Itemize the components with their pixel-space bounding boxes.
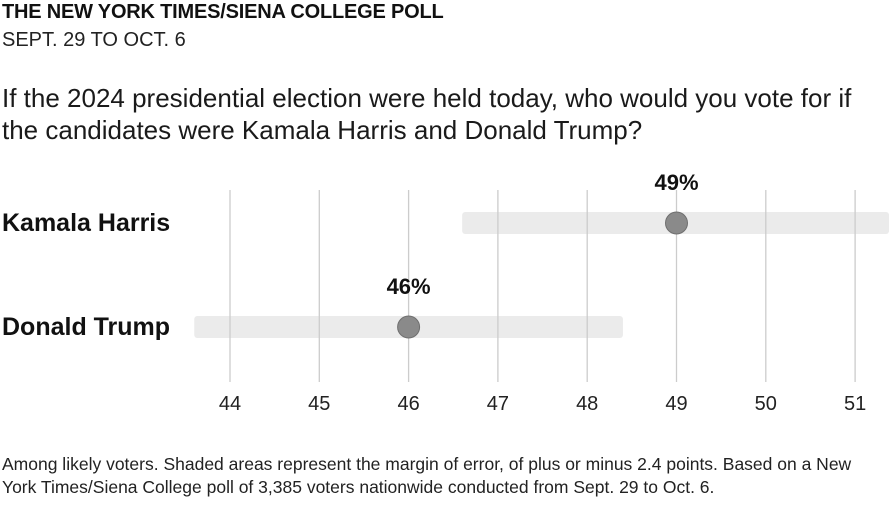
x-tick-label: 50 [755, 393, 777, 415]
poll-dates: SEPT. 29 TO OCT. 6 [2, 29, 186, 51]
poll-value-label: 46% [387, 274, 431, 299]
x-tick-label: 46 [397, 393, 419, 415]
poll-title: THE NEW YORK TIMES/SIENA COLLEGE POLL [2, 1, 444, 23]
chart-marks: Kamala Harris 49% Donald Trump 46% [2, 170, 699, 341]
x-tick-label: 51 [844, 393, 866, 415]
poll-value-label: 49% [654, 170, 698, 195]
x-tick-label: 45 [308, 393, 330, 415]
poll-chart: 44 45 46 47 48 49 50 51 Kamala Harris 49% Donald … [2, 170, 889, 415]
x-tick-label: 44 [219, 393, 241, 415]
x-axis-ticks: 44 45 46 47 48 49 50 51 [219, 393, 866, 415]
candidate-name: Kamala Harris [2, 209, 170, 237]
x-tick-label: 49 [665, 393, 687, 415]
candidate-name: Donald Trump [2, 313, 170, 341]
candidate-rows [194, 212, 889, 338]
poll-value-dot [665, 211, 688, 235]
x-tick-label: 47 [487, 393, 509, 415]
chart-notes: Among likely voters. Shaded areas repres… [2, 454, 852, 497]
poll-question: If the 2024 presidential election were h… [2, 83, 852, 145]
x-tick-label: 48 [576, 393, 598, 415]
poll-value-dot [397, 315, 421, 339]
